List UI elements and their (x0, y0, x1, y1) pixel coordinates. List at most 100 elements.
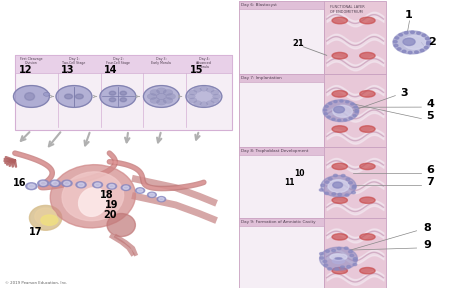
Bar (239, 74, 324, 82)
Circle shape (395, 37, 399, 39)
Circle shape (323, 260, 327, 263)
Circle shape (325, 105, 328, 108)
Bar (324, 74, 386, 147)
Circle shape (212, 94, 220, 99)
Ellipse shape (332, 17, 347, 24)
Circle shape (328, 178, 332, 180)
Ellipse shape (360, 126, 375, 132)
Circle shape (332, 249, 336, 252)
Circle shape (335, 268, 338, 270)
Text: 19: 19 (105, 200, 118, 210)
Text: 10: 10 (294, 169, 304, 178)
Circle shape (402, 50, 406, 53)
Text: Day 1:
Two-Cell Stage: Day 1: Two-Cell Stage (62, 57, 86, 65)
Circle shape (194, 88, 201, 92)
Text: 16: 16 (12, 178, 26, 188)
Circle shape (157, 197, 165, 202)
Circle shape (393, 40, 397, 43)
Circle shape (334, 174, 337, 177)
Circle shape (327, 116, 330, 118)
Circle shape (64, 181, 70, 185)
Circle shape (194, 101, 201, 105)
Circle shape (187, 94, 195, 99)
Text: 4: 4 (426, 99, 434, 109)
Circle shape (344, 119, 347, 121)
Circle shape (353, 257, 357, 260)
Circle shape (334, 106, 345, 113)
Text: 8: 8 (424, 223, 431, 233)
Bar (15, 55, 232, 130)
Circle shape (352, 191, 356, 194)
Circle shape (332, 118, 335, 120)
Circle shape (328, 180, 349, 192)
Ellipse shape (335, 258, 342, 259)
Circle shape (333, 105, 353, 117)
Circle shape (121, 185, 131, 190)
Ellipse shape (107, 214, 136, 236)
Ellipse shape (360, 234, 375, 240)
Text: 5: 5 (426, 111, 434, 121)
Text: Day 4:
Advanced
Morula: Day 4: Advanced Morula (196, 57, 212, 69)
Circle shape (410, 31, 414, 34)
Circle shape (333, 182, 343, 188)
Circle shape (120, 98, 127, 102)
Text: 13: 13 (61, 65, 75, 75)
Circle shape (394, 45, 398, 47)
Circle shape (399, 34, 402, 36)
Ellipse shape (35, 208, 56, 225)
Circle shape (393, 31, 431, 54)
Circle shape (328, 268, 331, 270)
Circle shape (352, 187, 356, 189)
Circle shape (422, 34, 426, 36)
Circle shape (38, 180, 49, 187)
Ellipse shape (25, 93, 35, 100)
Circle shape (62, 180, 72, 186)
Circle shape (319, 247, 357, 270)
Text: Day 3:
Early Morula: Day 3: Early Morula (152, 57, 171, 65)
Circle shape (156, 88, 166, 94)
Ellipse shape (332, 234, 347, 240)
Bar (324, 147, 386, 218)
Circle shape (334, 101, 337, 103)
Bar (239, 1, 324, 9)
Bar (239, 74, 324, 147)
Circle shape (321, 184, 325, 186)
Circle shape (100, 86, 136, 108)
Circle shape (159, 198, 164, 201)
Text: 2: 2 (428, 37, 436, 47)
Text: Day 2:
Four-Cell Stage: Day 2: Four-Cell Stage (106, 57, 130, 65)
Text: Day 7: Implantation: Day 7: Implantation (241, 76, 282, 80)
Circle shape (348, 251, 352, 253)
Circle shape (137, 189, 143, 192)
Text: 17: 17 (29, 227, 43, 237)
Circle shape (345, 194, 349, 196)
Circle shape (120, 91, 127, 95)
Circle shape (424, 46, 428, 49)
Circle shape (337, 119, 341, 121)
Circle shape (186, 86, 222, 108)
Circle shape (200, 86, 208, 91)
Ellipse shape (360, 197, 375, 203)
Bar (239, 218, 324, 226)
Circle shape (52, 181, 58, 185)
Ellipse shape (79, 188, 107, 216)
Circle shape (427, 43, 430, 45)
Circle shape (321, 175, 356, 197)
Circle shape (211, 90, 219, 95)
Circle shape (211, 98, 219, 103)
Circle shape (150, 97, 160, 103)
Circle shape (341, 175, 345, 177)
Circle shape (425, 38, 429, 40)
Circle shape (415, 51, 419, 53)
Circle shape (353, 259, 357, 261)
Circle shape (200, 102, 208, 107)
Circle shape (332, 193, 336, 195)
Circle shape (408, 51, 412, 54)
Circle shape (324, 264, 328, 266)
Circle shape (206, 101, 214, 105)
Circle shape (403, 38, 415, 45)
Circle shape (92, 182, 102, 188)
Text: 6: 6 (426, 165, 434, 175)
Ellipse shape (332, 126, 347, 132)
Circle shape (353, 263, 357, 266)
